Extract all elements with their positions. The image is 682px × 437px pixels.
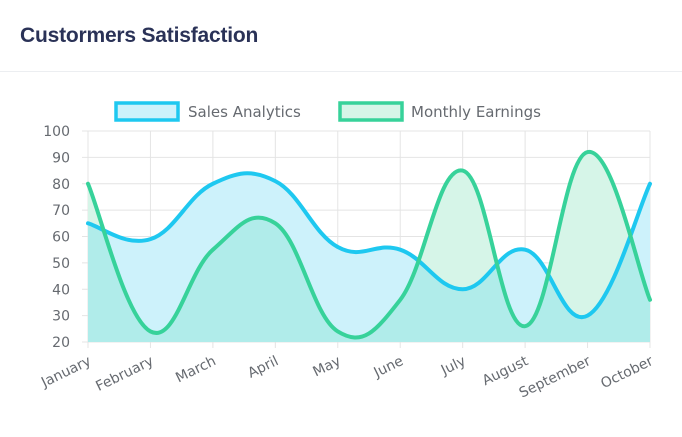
y-tick-label: 50 [52,256,70,272]
y-tick-label: 80 [52,177,70,193]
x-tick-label: May [310,353,343,380]
x-tick-label: February [93,353,156,395]
x-tick-label: September [517,353,594,401]
chart-lines [86,150,652,340]
y-axis: 20 30 40 50 60 70 80 90 100 [43,124,70,351]
legend-swatch [338,101,404,122]
area-chart: Sales Analytics Monthly Earnings 20 30 40 50… [38,101,656,402]
card-title: Custormers Satisfaction [20,23,259,47]
card-header: Custormers Satisfaction [0,0,682,72]
y-tick-label: 70 [52,203,70,219]
chart-legend[interactable]: Sales Analytics Monthly Earnings [114,101,541,122]
legend-item-0[interactable]: Sales Analytics [114,101,301,122]
series-line-0 [86,171,652,320]
legend-label: Sales Analytics [188,103,301,121]
y-tick-label: 100 [43,124,70,140]
x-tick-label: October [598,353,656,392]
x-tick-label: March [173,353,218,386]
legend-item-1[interactable]: Monthly Earnings [338,101,541,122]
legend-swatch [114,101,180,122]
x-tick-label: June [371,353,406,381]
y-tick-label: 40 [52,282,70,298]
x-tick-label: April [245,353,281,381]
series-line-1 [86,150,652,340]
chart-areas [88,151,650,342]
x-tick-label: July [438,353,469,379]
y-tick-label: 90 [52,150,70,166]
x-axis: January February March April May June July Augu… [38,353,656,402]
y-tick-label: 30 [52,309,70,325]
x-tick-label: January [38,353,94,391]
y-tick-label: 20 [52,335,70,351]
y-tick-label: 60 [52,230,70,246]
area-overlap [88,173,650,342]
legend-label: Monthly Earnings [411,103,541,121]
